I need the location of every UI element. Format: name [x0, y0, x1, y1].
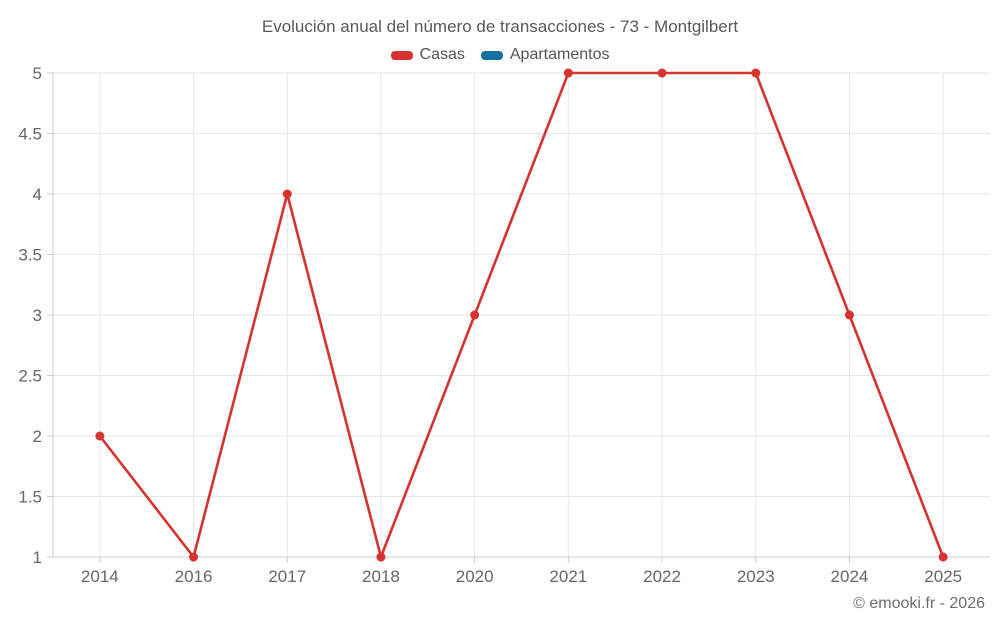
- x-axis-label: 2018: [362, 567, 400, 586]
- y-axis-label: 1: [33, 548, 42, 567]
- y-axis-label: 2: [33, 427, 42, 446]
- legend-item-apartamentos[interactable]: Apartamentos: [480, 46, 610, 64]
- y-axis-label: 3.5: [18, 246, 42, 265]
- data-point-casas-2023[interactable]: [751, 68, 761, 78]
- x-axis-label: 2025: [924, 567, 962, 586]
- y-axis-label: 1.5: [18, 488, 42, 507]
- footer-credit: © emooki.fr - 2026: [853, 595, 985, 612]
- x-axis-label: 2023: [737, 567, 775, 586]
- y-axis-label: 4: [33, 185, 42, 204]
- data-point-casas-2025[interactable]: [938, 552, 948, 562]
- x-axis-label: 2024: [831, 567, 869, 586]
- legend: Casas Apartamentos: [0, 46, 1000, 64]
- data-point-casas-2016[interactable]: [189, 552, 199, 562]
- legend-item-casas[interactable]: Casas: [390, 46, 465, 64]
- legend-label-casas: Casas: [419, 46, 465, 63]
- data-point-casas-2014[interactable]: [95, 431, 105, 441]
- data-point-casas-2021[interactable]: [563, 68, 573, 78]
- chart-title: Evolución anual del número de transaccio…: [261, 17, 739, 36]
- y-axis-label: 4.5: [18, 125, 42, 144]
- x-axis-label: 2016: [175, 567, 213, 586]
- y-axis-label: 2.5: [18, 367, 42, 386]
- apartamentos-swatch-icon: [480, 50, 503, 60]
- data-point-casas-2022[interactable]: [657, 68, 667, 78]
- x-axis-label: 2022: [643, 567, 681, 586]
- data-point-casas-2024[interactable]: [844, 310, 854, 320]
- x-axis-label: 2020: [456, 567, 494, 586]
- casas-swatch-icon: [390, 50, 413, 60]
- x-axis-label: 2017: [268, 567, 306, 586]
- data-point-casas-2018[interactable]: [376, 552, 386, 562]
- data-point-casas-2017[interactable]: [282, 189, 292, 199]
- x-axis-label: 2014: [81, 567, 119, 586]
- series-line-casas: [98, 71, 945, 559]
- y-axis-label: 5: [33, 64, 42, 83]
- y-axis-label: 3: [33, 306, 42, 325]
- legend-label-apartamentos: Apartamentos: [509, 46, 610, 63]
- data-point-casas-2020[interactable]: [470, 310, 480, 320]
- x-axis-label: 2021: [549, 567, 587, 586]
